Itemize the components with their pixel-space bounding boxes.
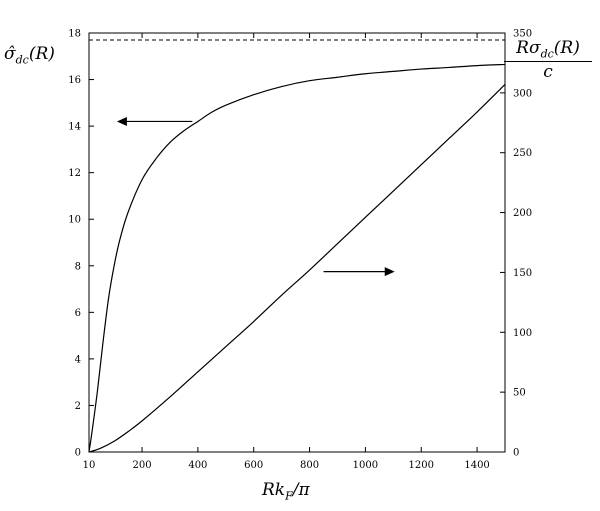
x-tick-label: 600 [244,460,263,471]
x-axis-label: RkF/π [262,480,310,503]
x-tick-label: 400 [188,460,207,471]
tick-labels: 10 200 400 600 800 1000 1200 140002468101214161… [68,29,532,472]
y-left-tick-label: 8 [75,261,81,272]
y-axis-label-right-denominator: c [543,62,553,83]
y-left-tick-label: 18 [68,29,81,40]
annotation-arrow-head [384,267,395,277]
y-left-tick-label: 0 [75,448,81,459]
y-left-tick-label: 10 [68,215,81,226]
annotation-arrow-head [116,116,127,126]
y-right-tick-label: 350 [513,29,532,40]
y-right-tick-label: 250 [513,148,532,159]
x-tick-label: 1000 [353,460,378,471]
y-right-tick-label: 150 [513,268,532,279]
annotation-arrows [116,116,395,277]
x-tick-label: 200 [133,460,152,471]
y-left-tick-label: 14 [68,122,81,133]
y-left-tick-label: 4 [75,354,81,365]
y-axis-label-right: Rσdc(R) c [498,38,598,82]
plot-frame [88,32,506,453]
series-layer [88,63,506,453]
y-axis-label-right-numerator: Rσdc(R) [516,38,580,61]
x-tick-label: 10 [83,460,96,471]
y-right-tick-label: 200 [513,208,532,219]
x-tick-label: 800 [300,460,319,471]
tick-marks [88,32,505,453]
y-axis-label-left: σ̂dc(R) [4,44,55,67]
y-right-tick-label: 300 [513,88,532,99]
y-left-tick-label: 6 [75,308,81,319]
y-right-tick-label: 100 [513,328,532,339]
y-left-tick-label: 2 [75,401,81,412]
y-right-tick-label: 0 [513,448,519,459]
x-tick-label: 1200 [409,460,434,471]
y-right-tick-label: 50 [513,388,526,399]
y-left-tick-label: 12 [68,168,81,179]
x-tick-label: 1400 [464,460,489,471]
series-line-right-axis [88,84,506,453]
fraction-bar [504,61,592,63]
y-left-tick-label: 16 [68,75,81,86]
series-line-left-axis [88,63,506,453]
